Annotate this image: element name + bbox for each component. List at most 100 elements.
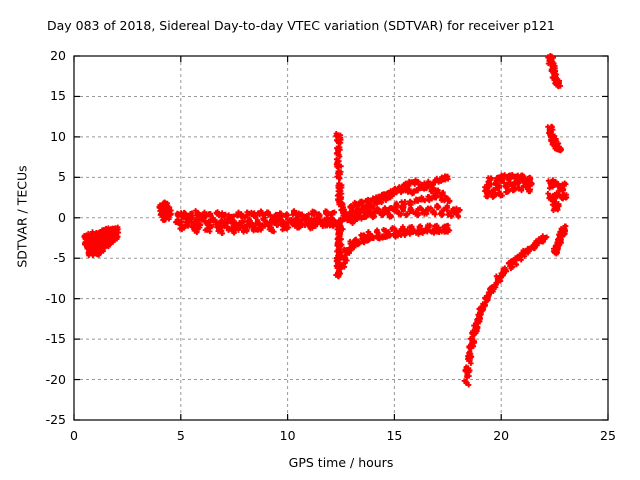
data-marker: [166, 205, 172, 211]
data-marker: [490, 193, 496, 199]
data-marker: [231, 230, 237, 236]
series-arc-07-lower-branch: [339, 222, 453, 270]
data-marker: [442, 173, 448, 179]
y-tick-label: 15: [50, 88, 66, 104]
data-marker: [114, 236, 120, 242]
data-marker: [213, 210, 219, 216]
data-marker: [93, 233, 99, 239]
data-marker: [388, 192, 394, 198]
data-marker: [336, 175, 342, 181]
data-marker: [525, 245, 531, 252]
series-arc-10-bottom-right-arc: [461, 233, 550, 388]
data-marker: [553, 78, 560, 85]
data-marker: [296, 225, 302, 231]
data-marker: [366, 229, 372, 235]
data-marker: [272, 220, 278, 227]
data-marker: [415, 198, 421, 204]
data-marker: [389, 225, 396, 231]
data-marker: [241, 227, 247, 233]
data-marker: [393, 200, 399, 206]
data-marker: [216, 211, 222, 217]
data-marker: [324, 209, 330, 215]
data-marker: [336, 180, 342, 187]
data-marker: [112, 227, 119, 233]
data-marker: [484, 194, 490, 200]
data-marker: [554, 244, 561, 250]
data-marker: [189, 214, 195, 220]
data-marker: [267, 212, 273, 218]
data-marker: [404, 211, 410, 218]
data-marker: [556, 233, 563, 239]
data-marker: [372, 207, 378, 214]
data-marker: [515, 185, 521, 191]
data-marker: [444, 222, 450, 229]
data-marker: [557, 239, 563, 246]
data-marker: [374, 227, 380, 233]
data-marker: [559, 193, 565, 199]
data-marker: [455, 213, 461, 219]
data-marker: [301, 214, 307, 221]
data-marker: [194, 229, 200, 236]
data-marker: [445, 176, 451, 182]
data-marker: [370, 214, 376, 221]
data-marker: [167, 212, 173, 218]
data-marker: [485, 184, 491, 191]
data-marker: [354, 238, 360, 244]
data-marker: [437, 211, 444, 217]
data-marker: [504, 181, 510, 187]
data-marker: [193, 212, 199, 218]
data-marker: [553, 206, 559, 212]
series-arc-01-early-cluster: [81, 224, 122, 259]
data-marker: [105, 229, 111, 235]
data-marker: [244, 212, 250, 218]
data-marker: [526, 187, 532, 193]
data-marker: [408, 205, 414, 211]
data-marker: [204, 222, 210, 228]
data-marker: [434, 222, 440, 229]
data-marker: [309, 208, 316, 214]
data-marker: [552, 69, 558, 75]
data-marker: [388, 213, 395, 219]
data-marker: [398, 212, 404, 218]
series-arc-12-top-right-segment-20: [545, 53, 564, 90]
data-marker: [341, 255, 347, 261]
data-marker: [378, 212, 385, 218]
data-marker: [231, 213, 237, 219]
x-tick-label: 0: [70, 428, 78, 443]
data-marker: [373, 195, 379, 201]
data-marker: [559, 184, 565, 190]
data-marker: [385, 230, 391, 236]
data-marker: [398, 204, 405, 211]
data-marker: [463, 380, 469, 386]
data-marker: [408, 225, 414, 231]
data-marker: [368, 232, 375, 239]
data-marker: [86, 235, 92, 241]
data-marker: [161, 217, 167, 224]
data-marker: [298, 221, 305, 227]
data-marker: [418, 226, 424, 232]
data-marker: [414, 188, 420, 194]
data-marker: [336, 255, 342, 261]
data-marker: [353, 200, 359, 207]
data-marker: [292, 218, 299, 224]
data-marker: [398, 228, 404, 234]
data-marker: [329, 220, 335, 226]
data-marker: [400, 224, 406, 230]
data-marker: [499, 192, 505, 199]
data-marker: [379, 233, 385, 239]
x-tick-label: 15: [386, 428, 403, 443]
data-marker: [366, 206, 372, 213]
data-marker: [550, 184, 556, 190]
data-marker: [377, 199, 383, 205]
y-tick-label: -10: [45, 290, 66, 306]
data-marker: [494, 177, 500, 183]
data-marker: [520, 183, 526, 189]
data-marker: [205, 211, 211, 217]
data-marker: [348, 218, 354, 225]
data-marker: [525, 180, 532, 186]
data-marker: [194, 218, 200, 224]
data-marker: [498, 175, 505, 181]
data-marker: [361, 240, 367, 246]
data-marker: [100, 247, 106, 253]
